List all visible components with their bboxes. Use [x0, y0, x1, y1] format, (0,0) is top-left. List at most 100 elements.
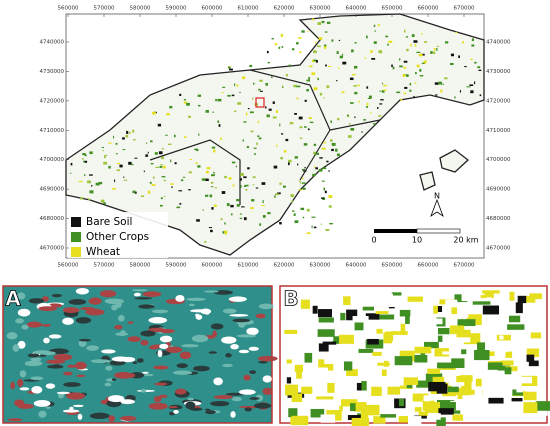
- field: [300, 207, 305, 211]
- field: [346, 114, 349, 117]
- field: [368, 95, 372, 99]
- field: [403, 66, 407, 69]
- field: [285, 384, 299, 396]
- field: [227, 66, 231, 69]
- field: [317, 22, 322, 25]
- x-coord-label: 590000: [166, 263, 187, 269]
- field: [75, 287, 89, 295]
- field: [188, 303, 195, 307]
- field: [272, 116, 277, 119]
- field: [487, 362, 503, 370]
- field: [302, 187, 306, 190]
- field: [306, 232, 311, 235]
- field: [261, 182, 266, 185]
- field: [321, 20, 325, 24]
- field: [174, 134, 176, 138]
- field: [225, 353, 232, 358]
- field: [95, 182, 100, 186]
- field: [416, 380, 432, 388]
- field: [324, 31, 328, 33]
- field: [381, 293, 393, 300]
- field: [253, 402, 272, 409]
- field: [175, 294, 185, 302]
- field: [221, 92, 224, 94]
- field: [320, 223, 323, 225]
- field: [450, 410, 461, 414]
- field: [221, 336, 237, 344]
- field: [128, 161, 132, 165]
- field: [101, 146, 104, 148]
- field: [318, 37, 323, 40]
- field: [348, 115, 350, 118]
- field: [218, 124, 221, 127]
- field: [98, 181, 103, 185]
- field: [225, 232, 227, 235]
- field: [244, 185, 247, 187]
- field: [197, 94, 202, 97]
- field: [185, 401, 196, 410]
- field: [82, 153, 86, 155]
- field: [17, 292, 26, 300]
- field: [296, 97, 299, 100]
- field: [240, 185, 242, 188]
- field: [366, 102, 369, 106]
- field: [319, 157, 323, 159]
- field: [179, 93, 182, 96]
- field: [327, 333, 334, 341]
- field: [500, 351, 513, 358]
- field: [270, 76, 273, 78]
- field: [169, 105, 173, 109]
- field: [224, 230, 228, 234]
- field: [301, 177, 304, 180]
- field: [283, 149, 287, 153]
- field: [116, 169, 121, 172]
- field: [115, 332, 129, 336]
- field: [348, 123, 351, 125]
- field: [424, 41, 427, 43]
- field: [379, 103, 383, 105]
- field: [392, 66, 395, 70]
- field: [249, 64, 253, 68]
- field: [315, 59, 318, 63]
- field: [157, 123, 162, 127]
- field: [411, 34, 415, 37]
- field: [383, 360, 389, 367]
- field: [457, 319, 476, 327]
- field: [201, 178, 206, 181]
- field: [306, 88, 309, 92]
- field: [256, 142, 258, 146]
- field: [444, 41, 449, 44]
- inset-marker: [255, 97, 265, 108]
- field: [87, 180, 91, 184]
- field: [147, 190, 151, 194]
- field: [318, 359, 331, 368]
- x-coord-label: 580000: [130, 6, 151, 12]
- field: [212, 330, 217, 338]
- field: [324, 354, 336, 364]
- field: [324, 190, 327, 194]
- field: [224, 222, 226, 225]
- field: [197, 165, 201, 168]
- field: [103, 202, 106, 205]
- field: [535, 409, 548, 416]
- field: [230, 204, 234, 208]
- field: [82, 158, 84, 160]
- field: [190, 309, 209, 313]
- field: [387, 386, 401, 395]
- field: [108, 142, 112, 144]
- field: [424, 60, 427, 62]
- field: [316, 152, 320, 155]
- field: [257, 355, 278, 362]
- field: [361, 381, 367, 391]
- field: [440, 402, 456, 411]
- field: [346, 369, 358, 377]
- field: [259, 223, 262, 226]
- field: [423, 395, 431, 402]
- field: [154, 152, 158, 155]
- field: [296, 85, 301, 88]
- field: [222, 86, 226, 88]
- field: [268, 108, 272, 111]
- field: [231, 161, 236, 164]
- field: [500, 341, 508, 353]
- field: [496, 334, 511, 341]
